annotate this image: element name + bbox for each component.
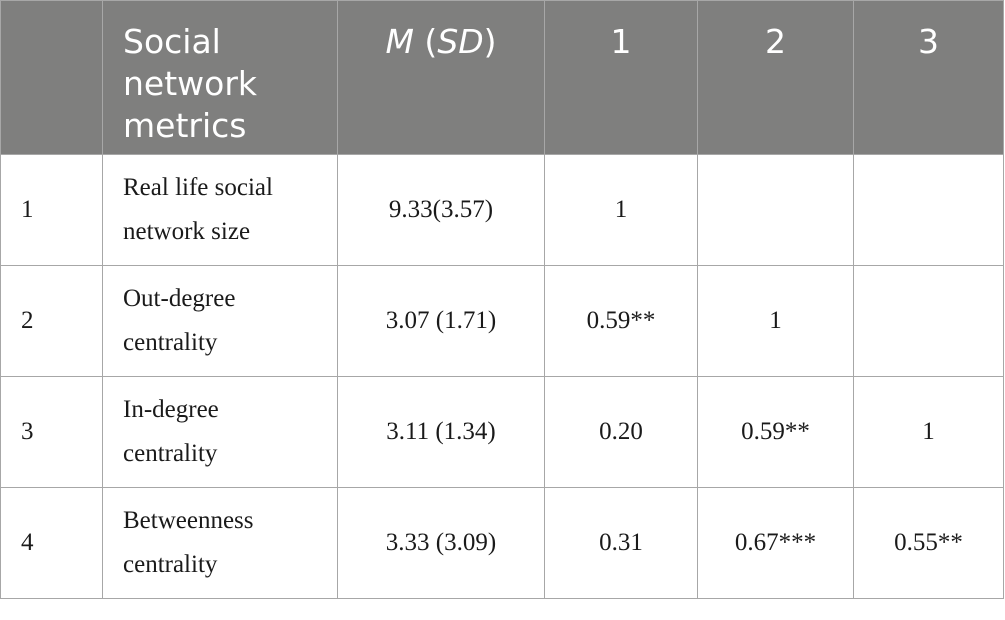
header-metric: Social network metrics [102,0,338,155]
correlation-table: Social network metrics M (SD) 1 2 3 1 Re… [0,0,1004,599]
row-corr-1: 1 [544,154,698,266]
header-open-paren: ( [413,22,438,61]
row-mean-sd: 9.33(3.57) [337,154,545,266]
row-metric-label: Real life social network size [123,174,273,245]
row-metric-name: Out-degree centrality [102,265,338,377]
header-sd-label: SD [437,22,484,61]
row-mean-sd: 3.33 (3.09) [337,487,545,599]
table-row: 3 In-degree centrality 3.11 (1.34) 0.20 … [0,376,1004,488]
header-index [0,0,103,155]
row-corr-2: 0.67*** [697,487,854,599]
row-corr-2: 1 [697,265,854,377]
row-corr-3: 1 [853,376,1004,488]
row-corr-2 [697,154,854,266]
row-mean-sd: 3.07 (1.71) [337,265,545,377]
row-mean-sd: 3.11 (1.34) [337,376,545,488]
table-row: 1 Real life social network size 9.33(3.5… [0,154,1004,266]
header-col-2: 2 [697,0,854,155]
header-row: Social network metrics M (SD) 1 2 3 [0,0,1004,155]
header-close-paren: ) [483,22,497,61]
row-corr-1: 0.31 [544,487,698,599]
row-metric-label: Betweenness centrality [123,507,254,578]
header-col-3: 3 [853,0,1004,155]
row-metric-name: Real life social network size [102,154,338,266]
row-corr-1: 0.59** [544,265,698,377]
header-metric-label: Social network metrics [123,22,258,145]
row-metric-name: Betweenness centrality [102,487,338,599]
row-corr-3 [853,154,1004,266]
row-index: 1 [0,154,103,266]
row-corr-1: 0.20 [544,376,698,488]
row-metric-label: Out-degree centrality [123,285,236,356]
row-index: 3 [0,376,103,488]
row-corr-3: 0.55** [853,487,1004,599]
header-mean-label: M [385,22,414,61]
row-index: 4 [0,487,103,599]
table-row: 4 Betweenness centrality 3.33 (3.09) 0.3… [0,487,1004,599]
row-metric-label: In-degree centrality [123,396,219,467]
row-corr-2: 0.59** [697,376,854,488]
header-mean-sd: M (SD) [337,0,545,155]
header-col-1: 1 [544,0,698,155]
row-metric-name: In-degree centrality [102,376,338,488]
row-index: 2 [0,265,103,377]
row-corr-3 [853,265,1004,377]
table-row: 2 Out-degree centrality 3.07 (1.71) 0.59… [0,265,1004,377]
